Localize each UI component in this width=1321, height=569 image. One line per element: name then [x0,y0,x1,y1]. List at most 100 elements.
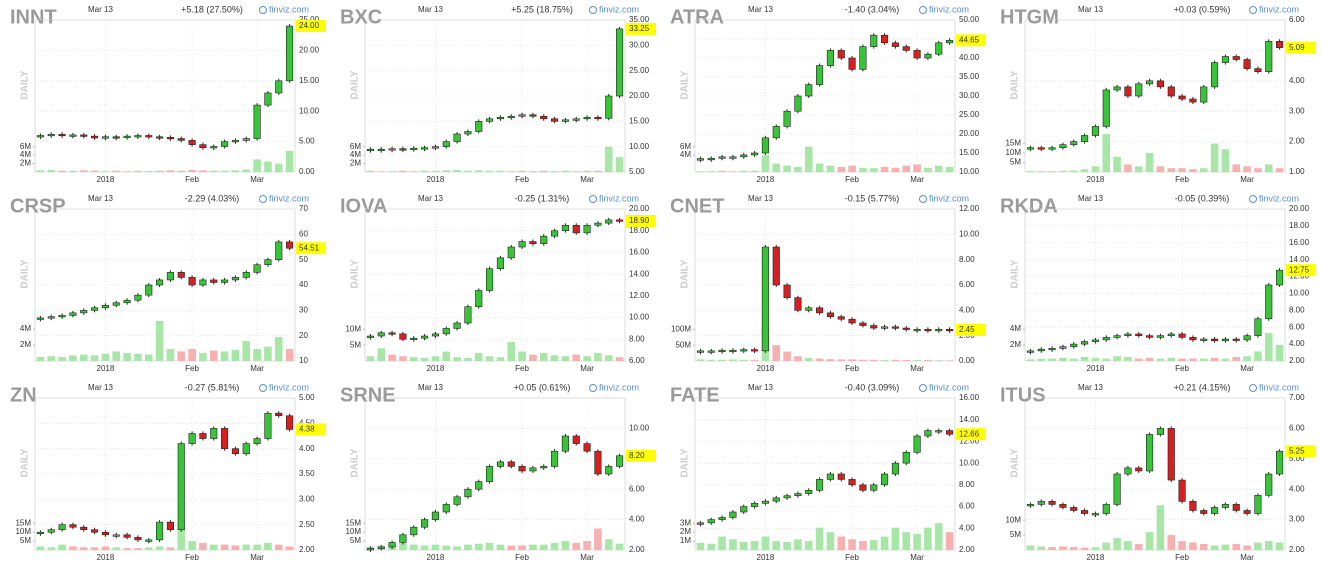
y-tick-label: 3.00 [1289,515,1305,524]
volume-bar [783,351,791,361]
date: Mar 13 [418,194,443,203]
volume-bar [253,159,261,172]
volume-bar [1254,542,1262,550]
volume-bar [1026,545,1035,550]
y-tick-label: 14.00 [629,269,650,278]
candle [891,462,899,475]
volume-bar [783,541,791,550]
y-tick-label: 10.00 [1289,289,1310,298]
candle [69,134,77,137]
y-tick-label: 40 [299,280,308,289]
volume-bar [79,354,88,361]
volume-bar [496,544,505,550]
volume-bar [453,357,461,361]
volume-bar [90,547,99,550]
date: Mar 13 [418,383,443,392]
source: finviz.com [269,4,309,14]
volume-bar [253,544,261,550]
candle [177,138,185,141]
volume-bar [209,350,218,361]
candle [1232,338,1240,341]
volume-bar [934,360,943,361]
period: DAILY [680,448,691,477]
y-tick-label: 2.00 [299,545,315,554]
candle [751,503,759,507]
candle [1135,467,1143,472]
candle [616,455,624,467]
candle [366,335,374,338]
volume-bar [264,542,272,550]
y-tick-label: 4.00 [959,305,975,314]
candle [881,473,889,486]
candle [772,246,780,286]
period: DAILY [1010,448,1021,477]
volume-bar [220,544,229,550]
volume-tick-label: 2M [20,340,31,349]
candle [1189,98,1197,103]
plot-frame [364,397,626,551]
x-tick-label: 2018 [97,553,115,562]
candle [1037,147,1045,150]
source-icon [259,384,267,392]
y-tick-label: 0.00 [959,356,975,365]
volume-bar [1189,542,1197,550]
candle [1232,504,1240,511]
change: +5.25 (18.75%) [511,4,573,14]
candle [377,546,385,549]
volume-bar [750,360,759,361]
x-tick-label: 2018 [427,364,445,373]
candle [58,315,66,318]
y-tick-label: 10.00 [629,142,650,151]
date: Mar 13 [418,5,443,14]
source-icon [1249,195,1257,203]
volume-bar [561,170,570,172]
volume-bar [453,169,461,172]
source: finviz.com [599,382,639,392]
volume-tick-label: 4M [1010,324,1021,333]
candle [848,479,856,486]
volume-bar [166,349,175,361]
source: finviz.com [929,4,969,14]
source-icon [259,6,267,14]
candle [707,350,715,353]
volume-bar [572,542,581,550]
candle [583,116,591,120]
candle [616,28,624,97]
candle [377,148,385,151]
volume-bar [772,541,781,550]
candle [1059,346,1067,349]
date: Mar 13 [1078,5,1103,14]
volume-bar [1145,532,1154,550]
plot-frame [34,19,296,173]
candle [1102,504,1110,514]
candle [1243,59,1251,69]
volume-bar [1199,358,1208,361]
volume-bar [826,532,835,550]
change: +0.03 (0.59%) [1174,4,1231,14]
volume-bar [729,171,737,172]
volume-bar [101,546,110,550]
x-tick-label: Mar [910,553,924,562]
volume-tick-label: 10M [15,527,31,536]
y-tick-label: 5.00 [629,167,645,176]
x-tick-label: Feb [515,553,529,562]
x-tick-label: Feb [1175,175,1189,184]
candle [696,158,704,161]
source: finviz.com [269,382,309,392]
volume-bar [1102,134,1111,172]
source-icon [1249,384,1257,392]
volume-bar [47,356,56,361]
change: -0.05 (0.39%) [1175,193,1230,203]
source: finviz.com [269,193,309,203]
last-price: 2.45 [959,325,975,334]
x-tick-label: Mar [250,364,264,373]
volume-bar [1254,168,1262,172]
volume-bar [177,170,186,172]
volume-bar [804,541,813,550]
volume-bar [1069,170,1078,172]
candle [199,279,207,286]
volume-bar [101,353,110,361]
candle [1232,56,1240,60]
candle [1254,494,1262,514]
candle [794,95,802,112]
